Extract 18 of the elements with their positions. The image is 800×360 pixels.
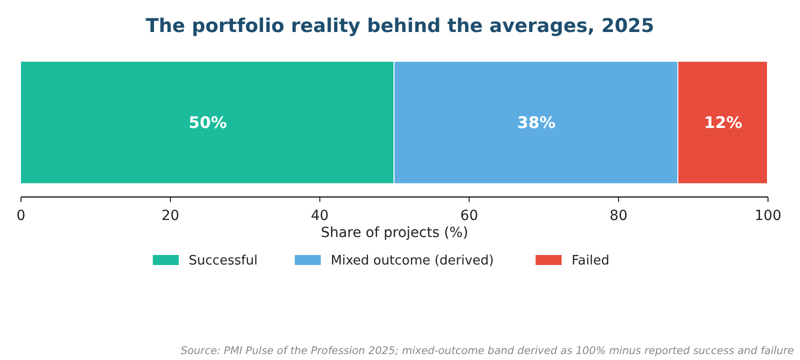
bar: [394, 62, 678, 184]
x-axis-title: Share of projects (%): [320, 225, 468, 241]
bar: [678, 62, 767, 184]
legend-label: Failed: [572, 254, 610, 269]
x-tick-label: 20: [161, 208, 180, 224]
x-tick-label: 60: [460, 208, 478, 224]
x-tick-label: 0: [16, 208, 26, 224]
bar: [21, 62, 394, 184]
legend-label: Mixed outcome (derived): [330, 254, 494, 269]
x-tick-label: 100: [754, 208, 782, 224]
chart-title: The portfolio reality behind the averages, 2025: [146, 15, 654, 37]
x-tick-label: 80: [610, 208, 628, 224]
text: 50%: [188, 113, 227, 132]
text: 38%: [517, 113, 556, 132]
text: 12%: [704, 113, 742, 132]
legend-label: Successful: [188, 254, 258, 269]
source-note: Source: PMI Pulse of the Profession 2025; mixed-outcome band derived as 100% minus reported success and failure: [180, 345, 794, 357]
x-tick-label: 40: [310, 208, 329, 224]
